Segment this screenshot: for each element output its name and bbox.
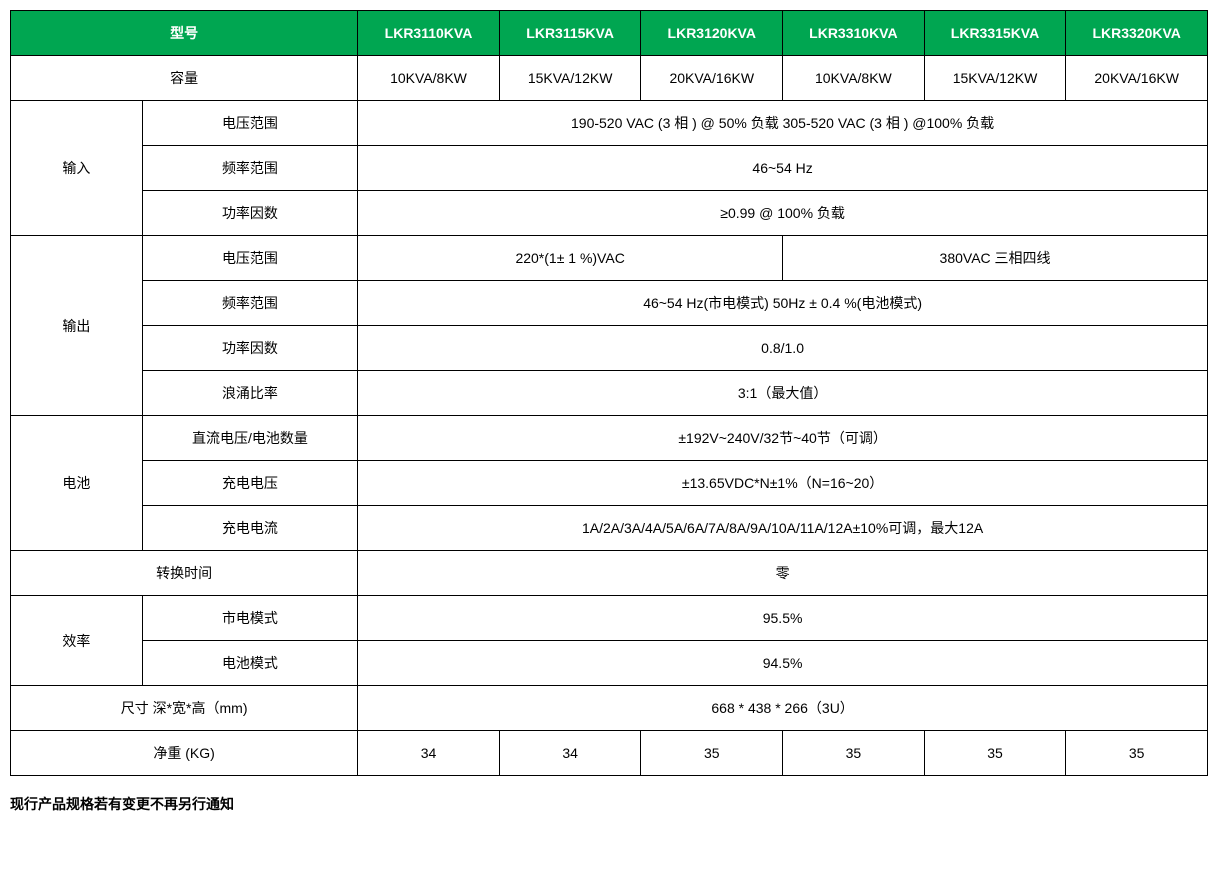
- output-surge-label: 浪涌比率: [142, 371, 358, 416]
- output-pf-label: 功率因数: [142, 326, 358, 371]
- transfer-time-label: 转换时间: [11, 551, 358, 596]
- table-row: 频率范围 46~54 Hz: [11, 146, 1208, 191]
- input-freq-label: 频率范围: [142, 146, 358, 191]
- table-row: 电池模式 94.5%: [11, 641, 1208, 686]
- efficiency-label: 效率: [11, 596, 143, 686]
- battery-dc-value: ±192V~240V/32节~40节（可调）: [358, 416, 1208, 461]
- table-row: 频率范围 46~54 Hz(市电模式) 50Hz ± 0.4 %(电池模式): [11, 281, 1208, 326]
- input-freq-value: 46~54 Hz: [358, 146, 1208, 191]
- dimensions-label: 尺寸 深*宽*高（mm): [11, 686, 358, 731]
- table-row: 充电电流 1A/2A/3A/4A/5A/6A/7A/8A/9A/10A/11A/…: [11, 506, 1208, 551]
- table-row: 效率 市电模式 95.5%: [11, 596, 1208, 641]
- output-voltage-label: 电压范围: [142, 236, 358, 281]
- input-label: 输入: [11, 101, 143, 236]
- table-row: 转换时间 零: [11, 551, 1208, 596]
- table-row: 浪涌比率 3:1（最大值）: [11, 371, 1208, 416]
- capacity-value-4: 15KVA/12KW: [924, 56, 1066, 101]
- table-row: 功率因数 ≥0.99 @ 100% 负载: [11, 191, 1208, 236]
- capacity-value-0: 10KVA/8KW: [358, 56, 500, 101]
- transfer-time-value: 零: [358, 551, 1208, 596]
- header-model-2: LKR3120KVA: [641, 11, 783, 56]
- efficiency-mains-value: 95.5%: [358, 596, 1208, 641]
- output-surge-value: 3:1（最大值）: [358, 371, 1208, 416]
- header-model-label: 型号: [11, 11, 358, 56]
- output-label: 输出: [11, 236, 143, 416]
- weight-value-0: 34: [358, 731, 500, 776]
- output-pf-value: 0.8/1.0: [358, 326, 1208, 371]
- weight-value-5: 35: [1066, 731, 1208, 776]
- weight-value-4: 35: [924, 731, 1066, 776]
- capacity-label: 容量: [11, 56, 358, 101]
- header-model-1: LKR3115KVA: [499, 11, 641, 56]
- weight-value-1: 34: [499, 731, 641, 776]
- table-row: 尺寸 深*宽*高（mm) 668 * 438 * 266（3U）: [11, 686, 1208, 731]
- weight-label: 净重 (KG): [11, 731, 358, 776]
- table-row: 输入 电压范围 190-520 VAC (3 相 ) @ 50% 负载 305-…: [11, 101, 1208, 146]
- efficiency-mains-label: 市电模式: [142, 596, 358, 641]
- battery-charge-v-value: ±13.65VDC*N±1%（N=16~20）: [358, 461, 1208, 506]
- input-pf-value: ≥0.99 @ 100% 负载: [358, 191, 1208, 236]
- header-model-3: LKR3310KVA: [783, 11, 925, 56]
- efficiency-battery-value: 94.5%: [358, 641, 1208, 686]
- footnote: 现行产品规格若有变更不再另行通知: [10, 794, 1208, 814]
- output-voltage-value-b: 380VAC 三相四线: [783, 236, 1208, 281]
- table-header-row: 型号 LKR3110KVA LKR3115KVA LKR3120KVA LKR3…: [11, 11, 1208, 56]
- input-voltage-value: 190-520 VAC (3 相 ) @ 50% 负载 305-520 VAC …: [358, 101, 1208, 146]
- weight-value-2: 35: [641, 731, 783, 776]
- weight-value-3: 35: [783, 731, 925, 776]
- input-pf-label: 功率因数: [142, 191, 358, 236]
- table-row: 功率因数 0.8/1.0: [11, 326, 1208, 371]
- header-model-5: LKR3320KVA: [1066, 11, 1208, 56]
- input-voltage-label: 电压范围: [142, 101, 358, 146]
- table-row: 电池 直流电压/电池数量 ±192V~240V/32节~40节（可调）: [11, 416, 1208, 461]
- output-freq-label: 频率范围: [142, 281, 358, 326]
- table-row: 输出 电压范围 220*(1± 1 %)VAC 380VAC 三相四线: [11, 236, 1208, 281]
- battery-charge-v-label: 充电电压: [142, 461, 358, 506]
- output-voltage-value-a: 220*(1± 1 %)VAC: [358, 236, 783, 281]
- efficiency-battery-label: 电池模式: [142, 641, 358, 686]
- table-row: 充电电压 ±13.65VDC*N±1%（N=16~20）: [11, 461, 1208, 506]
- dimensions-value: 668 * 438 * 266（3U）: [358, 686, 1208, 731]
- battery-charge-c-value: 1A/2A/3A/4A/5A/6A/7A/8A/9A/10A/11A/12A±1…: [358, 506, 1208, 551]
- capacity-value-1: 15KVA/12KW: [499, 56, 641, 101]
- battery-dc-label: 直流电压/电池数量: [142, 416, 358, 461]
- header-model-4: LKR3315KVA: [924, 11, 1066, 56]
- spec-table: 型号 LKR3110KVA LKR3115KVA LKR3120KVA LKR3…: [10, 10, 1208, 776]
- header-model-0: LKR3110KVA: [358, 11, 500, 56]
- battery-charge-c-label: 充电电流: [142, 506, 358, 551]
- output-freq-value: 46~54 Hz(市电模式) 50Hz ± 0.4 %(电池模式): [358, 281, 1208, 326]
- capacity-value-3: 10KVA/8KW: [783, 56, 925, 101]
- battery-label: 电池: [11, 416, 143, 551]
- table-row: 容量 10KVA/8KW 15KVA/12KW 20KVA/16KW 10KVA…: [11, 56, 1208, 101]
- capacity-value-5: 20KVA/16KW: [1066, 56, 1208, 101]
- table-row: 净重 (KG) 34 34 35 35 35 35: [11, 731, 1208, 776]
- capacity-value-2: 20KVA/16KW: [641, 56, 783, 101]
